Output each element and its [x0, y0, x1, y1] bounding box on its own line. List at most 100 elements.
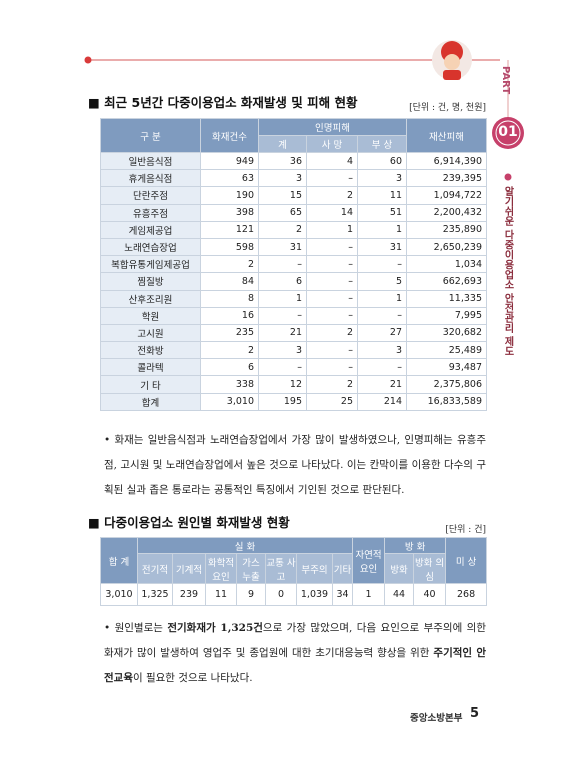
- cell: 14: [306, 203, 358, 222]
- cell: 전기적: [137, 553, 173, 584]
- cell: 유흥주점: [100, 203, 201, 222]
- cell: 계: [258, 135, 307, 153]
- cell: 화학적 요인: [205, 553, 237, 584]
- cell: 25,489: [406, 341, 488, 360]
- cell: 3: [258, 169, 307, 188]
- cell: 2,200,432: [406, 203, 488, 222]
- cell: 2: [306, 375, 358, 394]
- cell: –: [258, 306, 307, 325]
- cell: –: [258, 358, 307, 377]
- cell: 11,335: [406, 289, 488, 308]
- cell: 1,325: [137, 583, 173, 606]
- cell: 2: [306, 186, 358, 205]
- cell: 239,395: [406, 169, 488, 188]
- cell: 25: [306, 392, 358, 411]
- cell: 6: [258, 272, 307, 291]
- cell: 8: [200, 289, 259, 308]
- page-number: 5: [470, 706, 480, 721]
- cell: 학원: [100, 306, 201, 325]
- cell: –: [306, 255, 358, 274]
- cell: 21: [356, 375, 408, 394]
- cell: 기 타: [100, 375, 201, 394]
- cell: 합계: [100, 392, 201, 411]
- cell: –: [258, 255, 307, 274]
- cell: 3: [356, 169, 408, 188]
- cell: 949: [200, 151, 259, 171]
- cell: 27: [356, 323, 408, 343]
- cell: 2: [200, 255, 259, 274]
- cell: 338: [200, 375, 259, 394]
- part-label: PART: [500, 66, 511, 95]
- cell: –: [306, 169, 358, 188]
- cell: 84: [200, 272, 259, 291]
- cell: 1: [356, 220, 408, 239]
- cell: 239: [172, 583, 206, 606]
- cell: 구 분: [100, 118, 201, 153]
- cell: –: [356, 306, 408, 325]
- cell: 전화방: [100, 341, 201, 360]
- part-number: 01: [498, 124, 518, 140]
- cell: 12: [258, 375, 307, 394]
- cell: 단란주점: [100, 186, 201, 205]
- cell: 190: [200, 186, 259, 205]
- cell: –: [306, 289, 358, 308]
- cell: 11: [205, 583, 237, 606]
- cell: 214: [356, 392, 408, 411]
- cell: 31: [258, 237, 307, 257]
- note: • 원인별로는 전기화재가 1,325건으로 가장 많았으며, 다음 요인으로 …: [104, 616, 486, 691]
- cell: 51: [356, 203, 408, 222]
- cell: 노래연습장업: [100, 237, 201, 257]
- cell: 9: [236, 583, 266, 606]
- cell: 2,375,806: [406, 375, 488, 394]
- cell: 방화 의심: [413, 553, 447, 584]
- cell: 부 상: [356, 135, 408, 153]
- cell: 2: [200, 341, 259, 360]
- cell: –: [306, 237, 358, 257]
- cell: 고시원: [100, 323, 201, 343]
- text: 이 필요한 것으로 나타났다.: [132, 672, 253, 684]
- cell: 93,487: [406, 358, 488, 377]
- cell: 2: [258, 220, 307, 239]
- cell: 7,995: [406, 306, 488, 325]
- cell: 산후조리원: [100, 289, 201, 308]
- cell: 268: [445, 583, 488, 606]
- cell: –: [306, 272, 358, 291]
- cell: 1,039: [296, 583, 333, 606]
- cell: 44: [384, 583, 415, 606]
- cell: 3,010: [100, 583, 138, 606]
- text: 으로 가장 많았으며, 다음 요인으로 부주의에 의한 화재가 많이 발생하여 …: [104, 622, 486, 659]
- cell: 미 상: [445, 537, 488, 584]
- cell: 16,833,589: [406, 392, 488, 411]
- cell: 398: [200, 203, 259, 222]
- cell: 6,914,390: [406, 151, 488, 171]
- cell: 195: [258, 392, 307, 411]
- footer-org: 중앙소방본부: [410, 713, 463, 724]
- cell: 0: [265, 583, 297, 606]
- cell: 40: [413, 583, 447, 606]
- cell: 36: [258, 151, 307, 171]
- cell: 320,682: [406, 323, 488, 343]
- cell: 34: [331, 583, 354, 606]
- cell: 121: [200, 220, 259, 239]
- cell: 662,693: [406, 272, 488, 291]
- emphasis: 주기적인 안전교육: [104, 647, 486, 684]
- cell: 합 계: [100, 537, 138, 584]
- cell: –: [356, 358, 408, 377]
- section-title: ■ 다중이용업소 원인별 화재발생 현황: [88, 515, 290, 530]
- cell: 기타: [331, 553, 354, 584]
- cell: 게임제공업: [100, 220, 201, 239]
- cell: 1: [258, 289, 307, 308]
- cell: 사 망: [306, 135, 358, 153]
- cell: 598: [200, 237, 259, 257]
- cell: 3,010: [200, 392, 259, 411]
- cell: 3: [258, 341, 307, 360]
- cell: 방화: [384, 553, 415, 584]
- emphasis: 전기화재가 1,325건: [167, 622, 263, 634]
- unit: [단위 : 건, 명, 천원]: [409, 103, 486, 113]
- cell: 실 화: [136, 537, 354, 554]
- cell: 235,890: [406, 220, 488, 239]
